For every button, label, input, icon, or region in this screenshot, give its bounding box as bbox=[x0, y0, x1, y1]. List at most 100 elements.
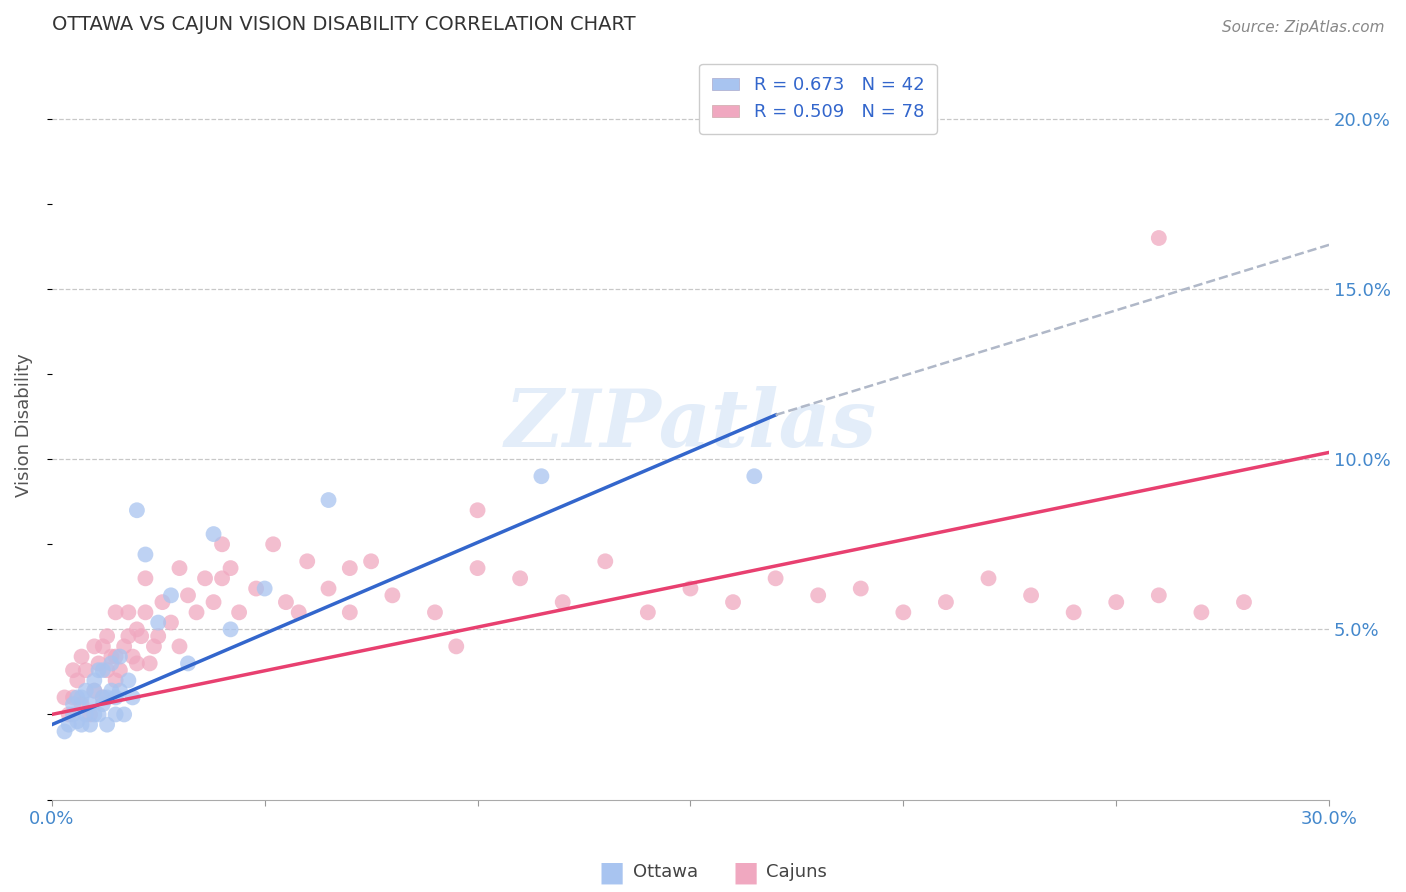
Point bbox=[91, 690, 114, 705]
Point bbox=[83, 683, 105, 698]
Text: Ottawa: Ottawa bbox=[633, 863, 697, 881]
Point bbox=[62, 663, 84, 677]
Point bbox=[1189, 605, 1212, 619]
Point bbox=[446, 640, 468, 654]
Point bbox=[100, 683, 122, 698]
Point bbox=[104, 690, 127, 705]
Point bbox=[129, 629, 152, 643]
Point bbox=[142, 640, 165, 654]
Point bbox=[75, 663, 97, 677]
Point bbox=[70, 698, 93, 712]
Point bbox=[637, 605, 659, 619]
Point bbox=[1233, 595, 1256, 609]
Point bbox=[211, 571, 233, 585]
Text: ZIPatlas: ZIPatlas bbox=[505, 386, 876, 464]
Point bbox=[66, 673, 89, 688]
Point bbox=[262, 537, 284, 551]
Point bbox=[62, 690, 84, 705]
Point bbox=[108, 649, 131, 664]
Point bbox=[87, 657, 110, 671]
Point bbox=[66, 714, 89, 729]
Point bbox=[58, 707, 80, 722]
Point bbox=[287, 605, 309, 619]
Point bbox=[679, 582, 702, 596]
Text: OTTAWA VS CAJUN VISION DISABILITY CORRELATION CHART: OTTAWA VS CAJUN VISION DISABILITY CORREL… bbox=[52, 15, 636, 34]
Point bbox=[1019, 588, 1042, 602]
Point bbox=[100, 657, 122, 671]
Point bbox=[1147, 588, 1170, 602]
Point bbox=[91, 663, 114, 677]
Point bbox=[339, 561, 361, 575]
Point bbox=[742, 469, 765, 483]
Point bbox=[211, 537, 233, 551]
Point bbox=[160, 588, 183, 602]
Point bbox=[91, 640, 114, 654]
Point bbox=[83, 683, 105, 698]
Point bbox=[253, 582, 276, 596]
Point bbox=[765, 571, 787, 585]
Point bbox=[62, 707, 84, 722]
Point bbox=[245, 582, 267, 596]
Point bbox=[1063, 605, 1085, 619]
Point bbox=[104, 707, 127, 722]
Point bbox=[186, 605, 208, 619]
Point bbox=[87, 707, 110, 722]
Point bbox=[96, 629, 118, 643]
Point bbox=[70, 649, 93, 664]
Point bbox=[83, 640, 105, 654]
Point bbox=[194, 571, 217, 585]
Text: ■: ■ bbox=[733, 858, 758, 887]
Point bbox=[96, 717, 118, 731]
Text: Cajuns: Cajuns bbox=[766, 863, 827, 881]
Point bbox=[75, 683, 97, 698]
Point bbox=[977, 571, 1000, 585]
Point bbox=[297, 554, 319, 568]
Point bbox=[202, 527, 225, 541]
Text: ■: ■ bbox=[599, 858, 624, 887]
Point bbox=[100, 649, 122, 664]
Point bbox=[53, 724, 76, 739]
Point bbox=[108, 663, 131, 677]
Point bbox=[125, 623, 148, 637]
Point bbox=[104, 673, 127, 688]
Point bbox=[117, 673, 139, 688]
Point bbox=[138, 657, 160, 671]
Point bbox=[169, 561, 191, 575]
Y-axis label: Vision Disability: Vision Disability bbox=[15, 353, 32, 497]
Point bbox=[160, 615, 183, 630]
Point bbox=[70, 690, 93, 705]
Point bbox=[75, 707, 97, 722]
Point bbox=[935, 595, 957, 609]
Point bbox=[83, 707, 105, 722]
Point bbox=[530, 469, 553, 483]
Point bbox=[117, 605, 139, 619]
Point bbox=[134, 548, 156, 562]
Point bbox=[58, 717, 80, 731]
Point bbox=[148, 629, 170, 643]
Point bbox=[112, 707, 135, 722]
Point bbox=[91, 690, 114, 705]
Point bbox=[467, 503, 489, 517]
Point bbox=[70, 717, 93, 731]
Point bbox=[339, 605, 361, 619]
Point bbox=[807, 588, 830, 602]
Point bbox=[83, 673, 105, 688]
Point bbox=[125, 657, 148, 671]
Point bbox=[177, 588, 200, 602]
Point bbox=[134, 571, 156, 585]
Point bbox=[91, 698, 114, 712]
Point bbox=[219, 561, 242, 575]
Point bbox=[148, 615, 170, 630]
Text: Source: ZipAtlas.com: Source: ZipAtlas.com bbox=[1222, 20, 1385, 35]
Point bbox=[202, 595, 225, 609]
Point bbox=[87, 663, 110, 677]
Point bbox=[169, 640, 191, 654]
Point bbox=[121, 690, 143, 705]
Point bbox=[1147, 231, 1170, 245]
Point bbox=[108, 683, 131, 698]
Point bbox=[79, 717, 101, 731]
Point bbox=[96, 663, 118, 677]
Point bbox=[53, 690, 76, 705]
Point bbox=[721, 595, 744, 609]
Point bbox=[318, 582, 340, 596]
